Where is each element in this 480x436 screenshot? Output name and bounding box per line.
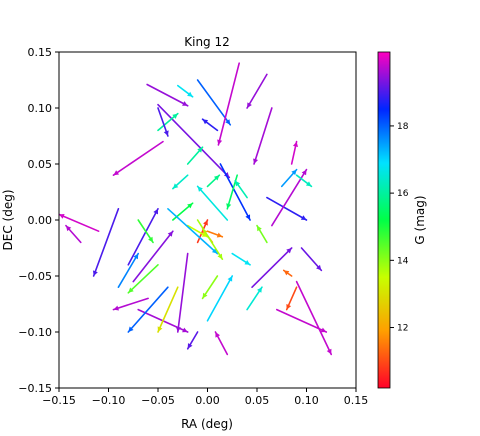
proper-motion-arrow	[201, 275, 219, 300]
proper-motion-arrow	[206, 174, 221, 188]
proper-motion-arrow	[92, 208, 120, 277]
proper-motion-arrow	[177, 84, 194, 98]
proper-motion-arrow	[157, 107, 169, 137]
proper-motion-arrow	[112, 297, 149, 311]
proper-motion-arrow	[234, 180, 248, 199]
proper-motion-arrow	[196, 219, 209, 244]
proper-motion-arrow	[300, 247, 323, 272]
x-axis-label: RA (deg)	[181, 417, 233, 431]
x-tick-label: −0.05	[141, 394, 175, 407]
proper-motion-arrow	[214, 331, 229, 356]
proper-motion-arrow	[172, 174, 189, 190]
proper-motion-arrow	[280, 168, 298, 188]
proper-motion-arrow	[186, 331, 199, 350]
chart-title: King 12	[184, 35, 230, 49]
x-tick-label: 0.05	[245, 394, 270, 407]
proper-motion-arrow	[275, 308, 328, 333]
proper-motion-arrow	[266, 196, 308, 221]
x-tick-label: −0.10	[92, 394, 126, 407]
proper-motion-arrow	[217, 62, 240, 146]
proper-motion-arrow	[295, 280, 333, 356]
proper-motion-arrow	[137, 219, 154, 244]
colorbar	[377, 51, 391, 389]
proper-motion-arrow	[186, 224, 209, 238]
x-tick-label: 0.10	[294, 394, 319, 407]
proper-motion-arrow	[157, 112, 179, 132]
proper-motion-arrow	[231, 252, 251, 266]
proper-motion-arrow	[246, 73, 268, 109]
y-tick-label: 0.05	[28, 158, 53, 171]
proper-motion-arrow	[172, 202, 194, 221]
proper-motion-arrow	[132, 230, 174, 283]
y-tick-label: −0.05	[18, 270, 52, 283]
proper-motion-arrow	[295, 174, 313, 188]
proper-motion-arrow	[251, 247, 293, 289]
proper-motion-arrow	[112, 140, 164, 176]
y-tick-label: 0.15	[28, 46, 53, 59]
proper-motion-arrow	[285, 286, 298, 311]
colorbar-axis: 12 14 16 18	[390, 122, 409, 334]
y-axis: −0.15 −0.10 −0.05 0.00 0.05 0.10 0.15	[18, 46, 59, 395]
proper-motion-arrow	[253, 107, 273, 165]
proper-motion-arrow	[201, 118, 219, 132]
proper-motion-arrow	[186, 146, 204, 165]
y-tick-label: 0.10	[28, 102, 53, 115]
proper-motion-arrow	[127, 286, 169, 333]
colorbar-tick-label: 16	[397, 189, 409, 199]
proper-motion-arrow	[146, 83, 189, 107]
proper-motion-arrow	[290, 140, 299, 165]
x-axis: −0.15 −0.10 −0.05 0.00 0.05 0.10 0.15	[42, 388, 368, 407]
colorbar-tick-label: 18	[397, 122, 409, 132]
proper-motion-arrow	[196, 185, 229, 221]
proper-motion-arrow	[246, 286, 263, 311]
proper-motion-arrow	[219, 163, 251, 221]
proper-motion-arrow	[59, 213, 100, 232]
x-tick-label: −0.15	[42, 394, 76, 407]
proper-motion-arrow	[206, 275, 234, 322]
y-tick-label: −0.10	[18, 326, 52, 339]
proper-motion-arrow	[157, 286, 179, 333]
proper-motion-arrow	[175, 252, 189, 333]
proper-motion-arrow	[196, 219, 224, 261]
colorbar-tick-label: 12	[397, 324, 408, 334]
proper-motion-arrow	[206, 230, 224, 238]
y-tick-label: −0.15	[18, 382, 52, 395]
y-axis-label: DEC (deg)	[1, 190, 15, 251]
y-tick-label: 0.00	[28, 214, 53, 227]
colorbar-label: G (mag)	[413, 195, 427, 244]
x-tick-label: 0.15	[344, 394, 369, 407]
colorbar-tick-label: 14	[397, 256, 409, 266]
x-tick-label: 0.00	[195, 394, 220, 407]
arrows-layer	[59, 62, 333, 356]
proper-motion-arrow	[117, 252, 139, 289]
proper-motion-arrow	[127, 208, 159, 266]
proper-motion-arrow	[127, 263, 159, 294]
proper-motion-arrow	[65, 224, 82, 244]
proper-motion-arrow	[167, 208, 219, 255]
proper-motion-arrow	[282, 269, 293, 277]
proper-motion-arrow	[256, 224, 268, 244]
